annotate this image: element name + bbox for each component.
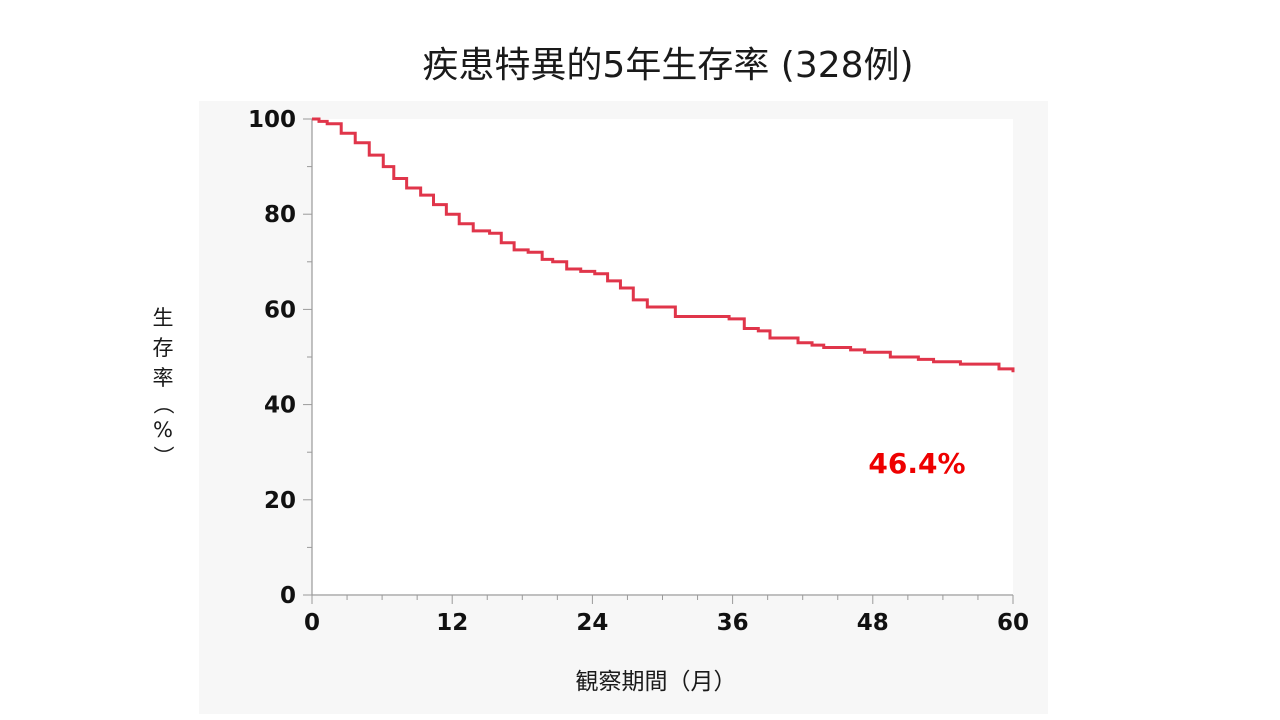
survival-chart: 0 20 40 60 80 100 0 12 24 36 48 60 46.4% 観察期間（月）: [248, 107, 1029, 695]
series-layer: [312, 117, 1015, 373]
survival-rate-annotation: 46.4%: [868, 447, 965, 480]
x-tick-label: 48: [857, 610, 889, 636]
x-axis-label: 観察期間（月）: [576, 669, 737, 695]
y-axis-label-char: 存: [152, 336, 174, 360]
y-axis-label-char: （: [151, 393, 175, 415]
x-tick-label: 24: [576, 610, 608, 636]
y-tick-label: 40: [264, 393, 296, 419]
x-tick-label: 12: [436, 610, 468, 636]
chart-panel: 0 20 40 60 80 100 0 12 24 36 48 60 46.4% 観察期間（月）: [199, 101, 1048, 714]
y-tick-label: 20: [264, 488, 296, 514]
y-tick-label: 80: [264, 202, 296, 228]
x-tick-label: 0: [304, 610, 320, 636]
survival-curve: [312, 117, 1015, 373]
axes: 0 20 40 60 80 100 0 12 24 36 48 60: [248, 107, 1029, 636]
y-tick-label: 100: [248, 107, 296, 133]
y-axis-label: 生 存 率 （ % ）: [148, 303, 178, 467]
y-axis-label-char: ）: [151, 445, 175, 467]
y-axis-label-char: 生: [152, 306, 174, 330]
y-tick-label: 60: [264, 297, 296, 323]
chart-title: 疾患特異的5年生存率 (328例): [422, 45, 914, 86]
y-axis-label-char: %: [153, 418, 173, 442]
y-tick-label: 0: [280, 583, 296, 609]
x-tick-label: 60: [997, 610, 1029, 636]
y-axis-label-char: 率: [152, 366, 174, 390]
x-tick-label: 36: [717, 610, 749, 636]
